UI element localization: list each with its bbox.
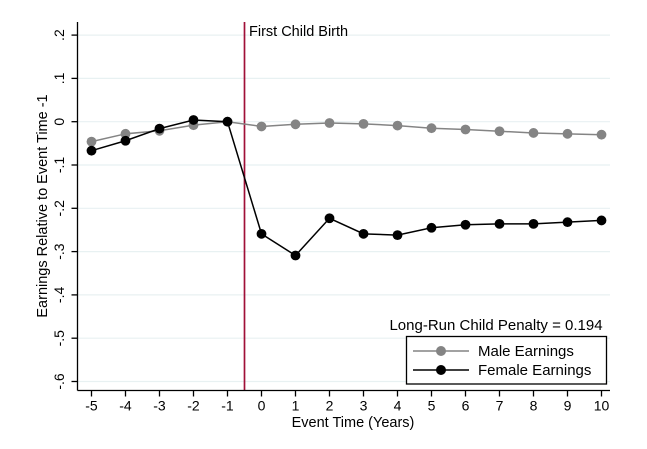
data-point-female — [358, 228, 369, 239]
data-point-female — [120, 135, 131, 146]
data-point-male — [426, 123, 437, 134]
x-tick-label: 3 — [360, 398, 368, 414]
data-point-male — [290, 119, 301, 130]
x-tick-label: 6 — [462, 398, 470, 414]
y-tick-label: -.2 — [51, 200, 67, 217]
data-point-male — [562, 128, 573, 139]
x-tick-label: 1 — [292, 398, 300, 414]
data-point-female — [426, 222, 437, 233]
y-tick-label: .1 — [51, 72, 67, 84]
legend-marker-female — [436, 365, 446, 375]
data-point-female — [596, 215, 607, 226]
y-tick-label: .2 — [51, 29, 67, 41]
x-tick-label: 5 — [428, 398, 436, 414]
data-point-female — [392, 230, 403, 241]
legend-entry-female: Female Earnings — [413, 362, 591, 379]
axes — [71, 22, 610, 397]
y-tick-label: -.1 — [51, 157, 67, 174]
data-point-male — [596, 129, 607, 140]
data-point-female — [154, 123, 165, 134]
x-tick-label: -2 — [187, 398, 200, 414]
data-point-female — [86, 145, 97, 156]
data-point-female — [494, 218, 505, 229]
annotation-child-penalty: Long-Run Child Penalty = 0.194 — [389, 317, 602, 334]
data-point-male — [358, 118, 369, 129]
x-tick-label: -3 — [153, 398, 166, 414]
data-point-male — [528, 128, 539, 138]
data-point-male — [120, 128, 131, 139]
y-tick-label: -.4 — [51, 287, 67, 304]
y-tick-label: -.6 — [51, 373, 67, 390]
x-tick-label: 4 — [394, 398, 402, 414]
x-tick-label: 0 — [258, 398, 266, 414]
series-line-female — [91, 119, 602, 257]
x-tick-label: 9 — [564, 398, 572, 414]
y-tick-labels: .2 .1 0 -.1 -.2 -.3 -.4 -.5 -.6 — [51, 29, 67, 390]
legend-box — [405, 335, 608, 385]
x-tick-label: -1 — [221, 398, 234, 414]
data-point-male — [86, 136, 97, 147]
data-point-female — [562, 217, 573, 228]
y-tick-label: 0 — [51, 118, 67, 126]
data-point-male — [256, 121, 267, 132]
y-tick-label: -.5 — [51, 330, 67, 347]
legend-entry-male: Male Earnings — [413, 343, 574, 360]
legend-label-female: Female Earnings — [478, 362, 591, 379]
data-point-female — [222, 116, 233, 127]
x-tick-label: 10 — [594, 398, 610, 414]
x-tick-label: 2 — [326, 398, 334, 414]
y-tick-label: -.3 — [51, 243, 67, 260]
vline-label: First Child Birth — [249, 24, 348, 40]
data-point-female — [324, 213, 335, 224]
data-point-female — [290, 250, 301, 261]
x-tick-label: -5 — [85, 398, 98, 414]
x-tick-label: -4 — [119, 398, 132, 414]
data-point-male — [460, 124, 471, 135]
data-point-female — [188, 115, 199, 125]
data-point-male — [392, 120, 403, 131]
data-point-female — [256, 228, 267, 239]
legend-label-male: Male Earnings — [478, 343, 574, 360]
data-point-male — [494, 126, 505, 137]
series-group — [86, 115, 607, 261]
data-point-male — [324, 118, 335, 128]
x-tick-label: 8 — [530, 398, 538, 414]
legend-marker-male — [436, 346, 446, 356]
x-tick-labels: -5 -4 -3 -2 -1 0 1 2 3 4 5 6 7 8 9 10 — [85, 398, 609, 414]
data-point-female — [528, 218, 539, 229]
gridlines — [77, 34, 610, 383]
legend: Male Earnings Female Earnings — [405, 335, 608, 385]
y-axis-title: Earnings Relative to Event Time -1 — [35, 94, 51, 317]
series-line-male — [91, 120, 602, 143]
data-point-female — [460, 219, 471, 230]
x-axis-title: Event Time (Years) — [292, 415, 415, 431]
x-tick-label: 7 — [496, 398, 504, 414]
